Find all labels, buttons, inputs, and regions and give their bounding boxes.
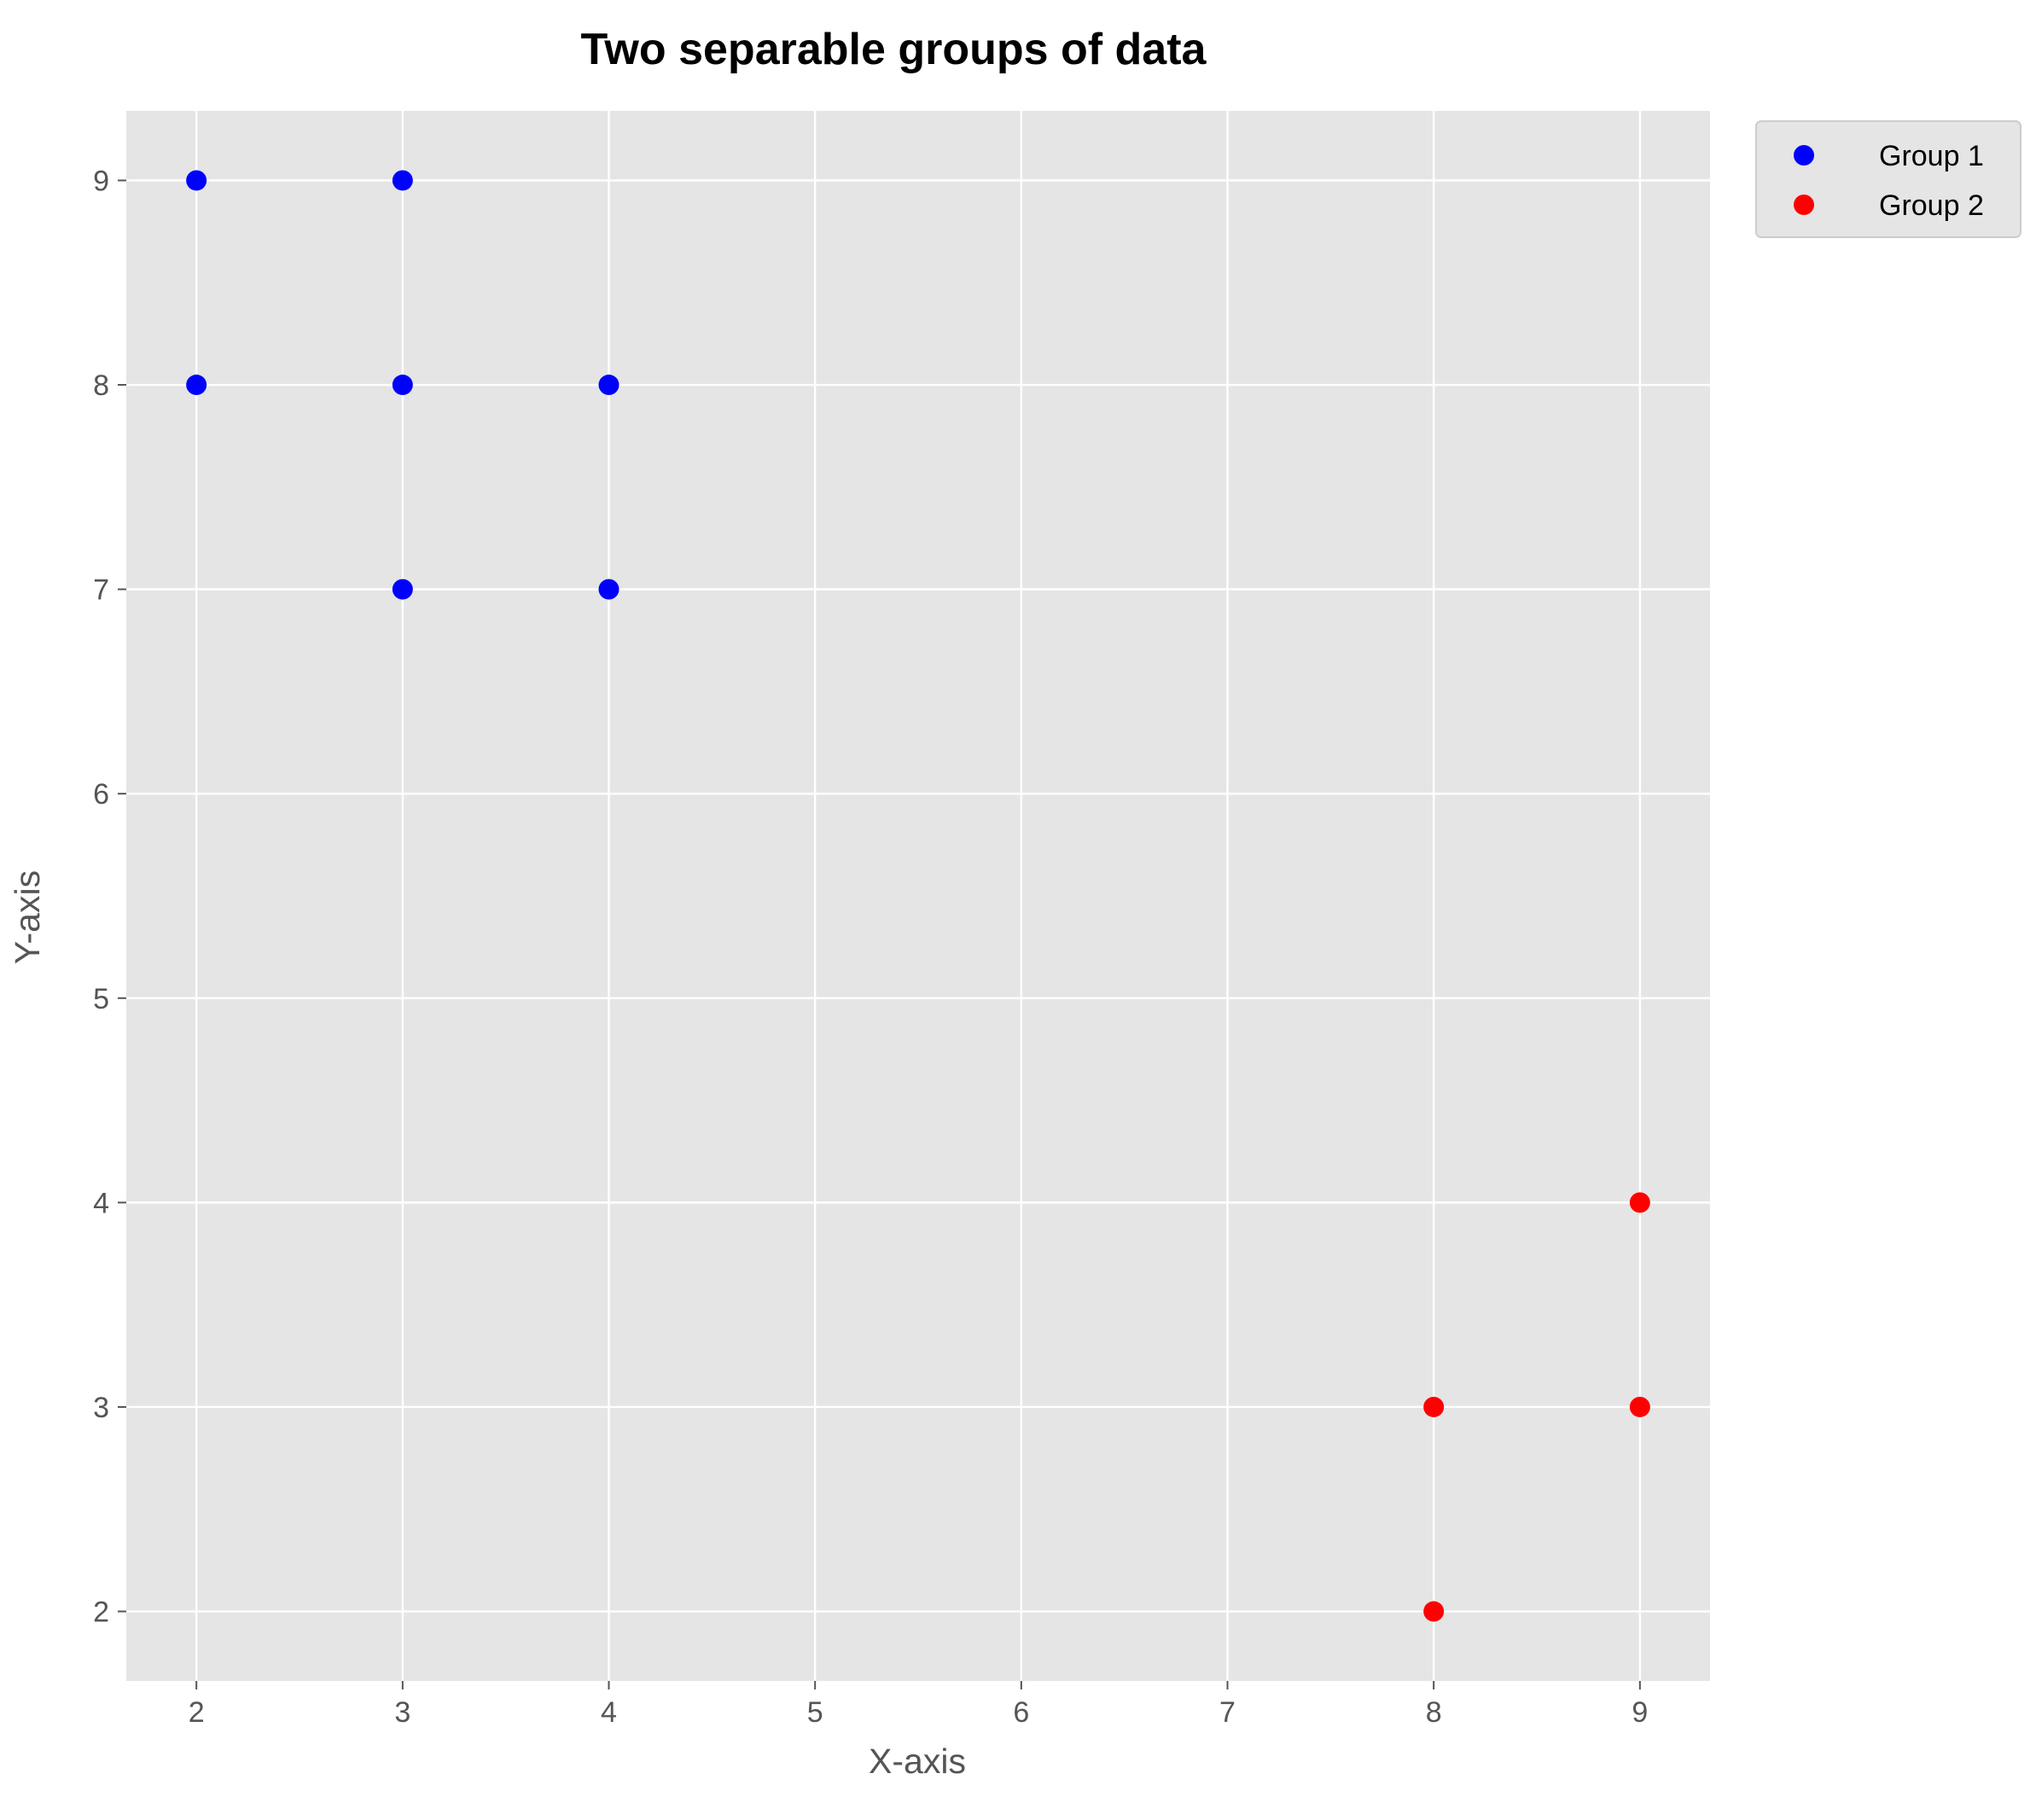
legend-label-group-1: Group 1 xyxy=(1879,140,1984,172)
y-tick-label: 3 xyxy=(93,1392,109,1424)
y-axis-label: Y-axis xyxy=(8,870,47,964)
data-point-group-2 xyxy=(1629,1192,1650,1213)
legend: Group 1 Group 2 xyxy=(1755,120,2021,238)
data-point-group-2 xyxy=(1629,1396,1650,1417)
data-point-group-1 xyxy=(598,375,620,396)
y-tick-label: 6 xyxy=(93,778,109,811)
data-point-group-2 xyxy=(1423,1601,1445,1622)
y-tick-label: 9 xyxy=(93,165,109,197)
y-tick-label: 8 xyxy=(93,369,109,402)
legend-marker-group-2 xyxy=(1794,195,1814,215)
x-tick-label: 7 xyxy=(1219,1696,1236,1729)
legend-marker-group-1 xyxy=(1794,145,1814,166)
x-tick-label: 9 xyxy=(1632,1696,1648,1729)
legend-label-group-2: Group 2 xyxy=(1879,189,1984,222)
data-point-group-1 xyxy=(598,579,620,600)
x-tick-label: 8 xyxy=(1426,1696,1442,1729)
x-tick-label: 5 xyxy=(807,1696,823,1729)
y-tick-label: 4 xyxy=(93,1187,109,1219)
data-point-group-1 xyxy=(186,170,207,191)
y-tick-label: 2 xyxy=(93,1596,109,1629)
x-tick-label: 4 xyxy=(601,1696,617,1729)
data-point-group-1 xyxy=(392,170,413,191)
y-tick-label: 5 xyxy=(93,983,109,1015)
x-tick-label: 6 xyxy=(1013,1696,1029,1729)
x-axis-label: X-axis xyxy=(869,1742,966,1781)
x-tick-label: 3 xyxy=(394,1696,410,1729)
data-point-group-1 xyxy=(186,375,207,396)
plot-background xyxy=(126,111,1710,1681)
x-tick-label: 2 xyxy=(189,1696,205,1729)
y-tick-label: 7 xyxy=(93,574,109,607)
legend-frame xyxy=(1755,120,2021,238)
plot-area: 2 3 4 5 6 7 8 9 2 3 4 5 6 7 8 9 xyxy=(93,111,1710,1729)
data-point-group-1 xyxy=(392,375,413,396)
data-point-group-1 xyxy=(392,579,413,600)
chart-title: Two separable groups of data xyxy=(581,25,1207,74)
data-point-group-2 xyxy=(1423,1396,1445,1417)
